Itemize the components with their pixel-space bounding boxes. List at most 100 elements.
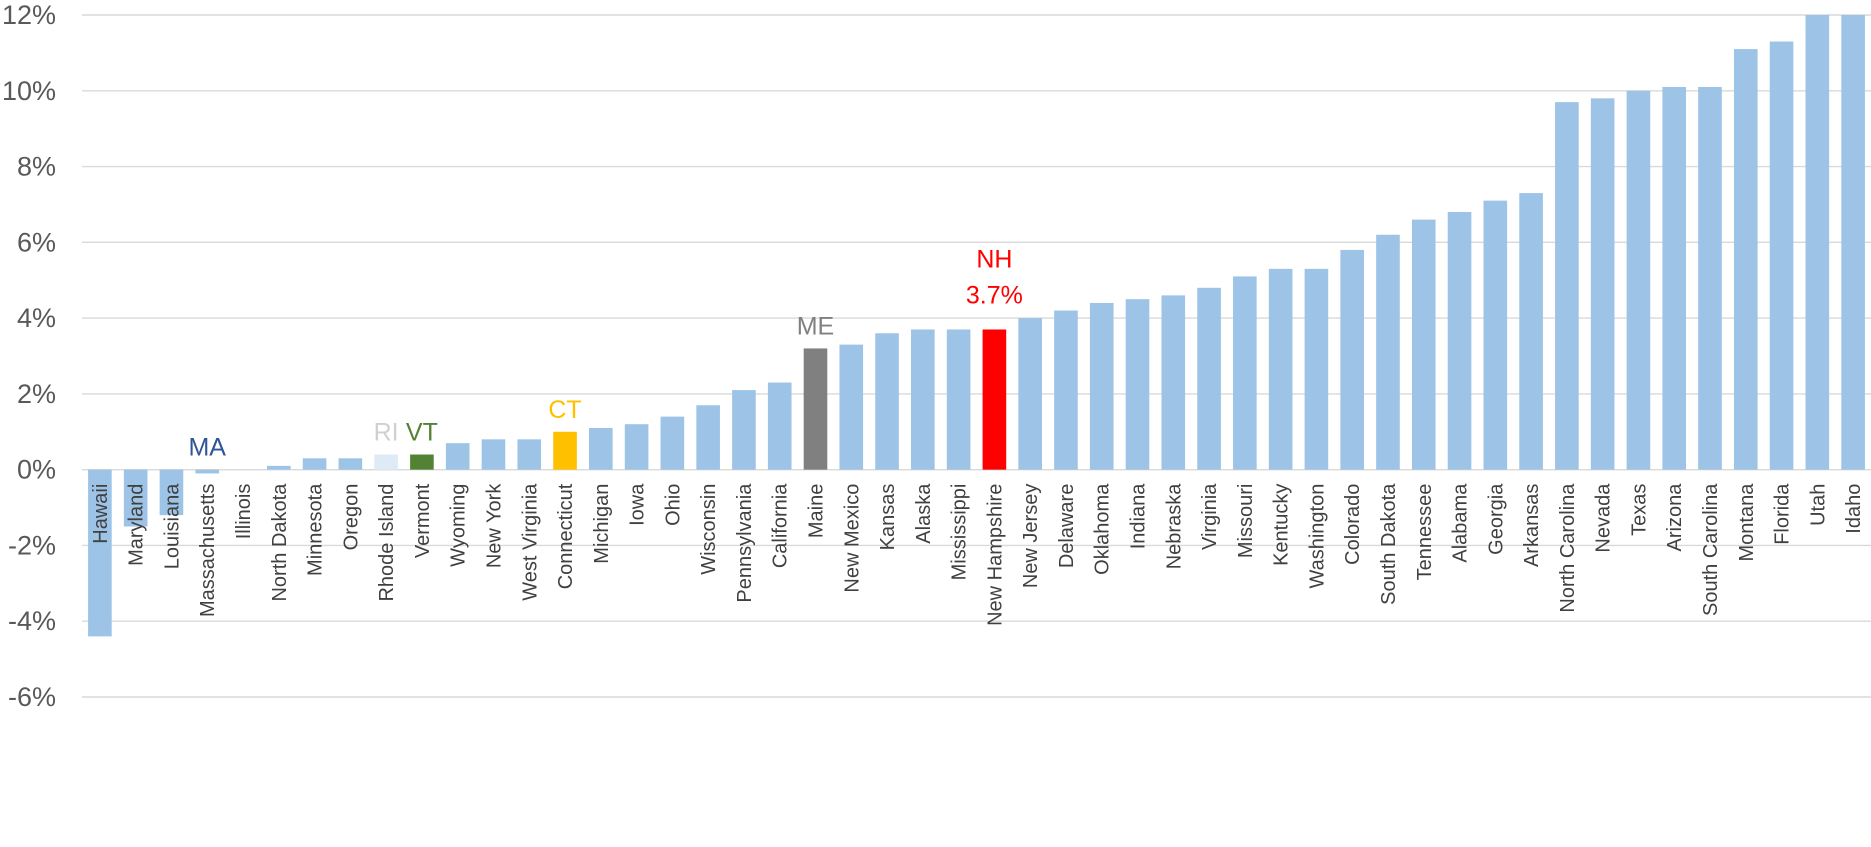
x-tick-label: Wyoming — [448, 484, 470, 567]
bar-west-virginia — [517, 439, 542, 470]
x-tick-label: Nevada — [1593, 483, 1615, 553]
bar-wisconsin — [696, 405, 720, 470]
annotations: MA RI VT CT ME 3.7% NH — [188, 245, 1022, 461]
x-tick-label: New Mexico — [841, 484, 863, 593]
bar-florida — [1769, 41, 1794, 470]
bar-pennsylvania — [732, 390, 756, 470]
bar-georgia — [1483, 200, 1508, 470]
bar-mississippi — [946, 329, 971, 470]
annotation-label: ME — [797, 312, 835, 340]
bar-hawaii — [88, 469, 112, 637]
x-tick-label: Georgia — [1485, 483, 1507, 555]
x-tick-label: Indiana — [1128, 483, 1150, 549]
bar-north-dakota — [266, 465, 291, 470]
bar-montana — [1733, 49, 1758, 470]
y-tick-label: 12% — [2, 0, 56, 30]
bar-new-york — [481, 439, 506, 470]
x-tick-label: Arizona — [1664, 483, 1686, 552]
annotation-label: CT — [548, 396, 581, 424]
y-tick-label: -4% — [8, 606, 56, 636]
x-tick-label: Virginia — [1199, 483, 1221, 550]
x-tick-label: North Carolina — [1557, 483, 1579, 613]
y-tick-label: -2% — [8, 530, 56, 560]
bar-nebraska — [1161, 295, 1186, 470]
bar-minnesota — [302, 458, 327, 470]
bar-oklahoma — [1089, 302, 1114, 470]
x-tick-label: Maine — [805, 484, 827, 538]
x-tick-label: Hawaii — [90, 484, 112, 544]
bar-new-jersey — [1018, 318, 1042, 470]
x-tick-label: Wisconsin — [698, 484, 720, 575]
bar-missouri — [1233, 276, 1257, 470]
bar-oregon — [338, 458, 363, 470]
bar-kansas — [875, 333, 899, 470]
bar-maryland — [123, 469, 148, 527]
x-tick-label: Washington — [1306, 484, 1328, 589]
x-tick-label: Texas — [1628, 484, 1650, 536]
x-tick-label: New Jersey — [1020, 484, 1042, 588]
x-axis: Hawaii Maryland Louisiana Massachusetts Illi… — [90, 483, 1865, 626]
x-tick-label: New Hampshire — [984, 484, 1006, 626]
x-tick-label: Montana — [1736, 483, 1758, 562]
y-tick-label: 8% — [17, 152, 56, 182]
x-tick-label: Rhode Island — [376, 484, 398, 602]
bar-colorado — [1340, 249, 1364, 470]
x-tick-label: Michigan — [591, 484, 613, 564]
bar-ohio — [660, 416, 685, 470]
x-tick-label: New York — [483, 483, 505, 568]
y-tick-label: -6% — [8, 682, 56, 712]
x-tick-label: Oklahoma — [1092, 483, 1114, 575]
bar-michigan — [589, 427, 613, 470]
x-tick-label: Oregon — [340, 484, 362, 551]
x-tick-label: Florida — [1772, 483, 1794, 545]
x-tick-label: South Dakota — [1378, 483, 1400, 605]
x-tick-label: California — [770, 483, 792, 568]
bar-texas — [1626, 90, 1651, 470]
bar-arizona — [1662, 86, 1687, 470]
x-tick-label: Pennsylvania — [734, 483, 756, 603]
bar-iowa — [624, 424, 649, 470]
bar-virginia — [1197, 287, 1221, 470]
y-tick-label: 10% — [2, 76, 56, 106]
x-tick-label: Missouri — [1235, 484, 1257, 558]
x-tick-label: South Carolina — [1700, 483, 1722, 616]
y-tick-label: 0% — [17, 455, 56, 485]
x-tick-label: North Dakota — [269, 483, 291, 602]
bar-connecticut — [553, 431, 577, 470]
bar-massachusetts — [195, 469, 220, 474]
x-tick-label: Kentucky — [1271, 484, 1293, 566]
bar-tennessee — [1411, 219, 1436, 470]
bar-indiana — [1125, 299, 1150, 470]
annotation-value: 3.7% — [966, 281, 1023, 309]
y-tick-label: 6% — [17, 227, 56, 257]
annotation-label: NH — [976, 245, 1012, 273]
bar-rhode-island — [374, 454, 398, 470]
y-axis: -6% -4% -2% 0% 2% 4% 6% 8% 10% 12% — [2, 0, 56, 712]
x-tick-label: Nebraska — [1163, 483, 1185, 569]
bar-nevada — [1590, 98, 1615, 470]
bar-maine — [803, 348, 828, 470]
x-tick-label: Mississippi — [949, 484, 971, 581]
annotation-label: RI — [374, 419, 399, 447]
y-tick-label: 2% — [17, 379, 56, 409]
x-tick-label: Kansas — [877, 484, 899, 551]
x-tick-label: Illinois — [233, 484, 255, 540]
bar-washington — [1304, 268, 1329, 470]
bar-north-carolina — [1555, 102, 1579, 470]
bar-south-dakota — [1376, 234, 1400, 470]
x-tick-label: Iowa — [627, 483, 649, 526]
bar-utah — [1805, 15, 1830, 470]
x-tick-label: Ohio — [662, 484, 684, 526]
bar-delaware — [1054, 310, 1078, 470]
bar-wyoming — [445, 443, 470, 470]
x-tick-label: Alabama — [1450, 483, 1472, 563]
annotation-label: VT — [406, 419, 438, 447]
bar-idaho — [1841, 15, 1865, 470]
x-tick-label: Connecticut — [555, 483, 577, 589]
x-tick-label: West Virginia — [519, 483, 541, 601]
bar-california — [767, 382, 792, 470]
x-tick-label: Massachusetts — [197, 484, 219, 617]
bar-alaska — [911, 329, 935, 470]
bars — [88, 15, 1865, 637]
